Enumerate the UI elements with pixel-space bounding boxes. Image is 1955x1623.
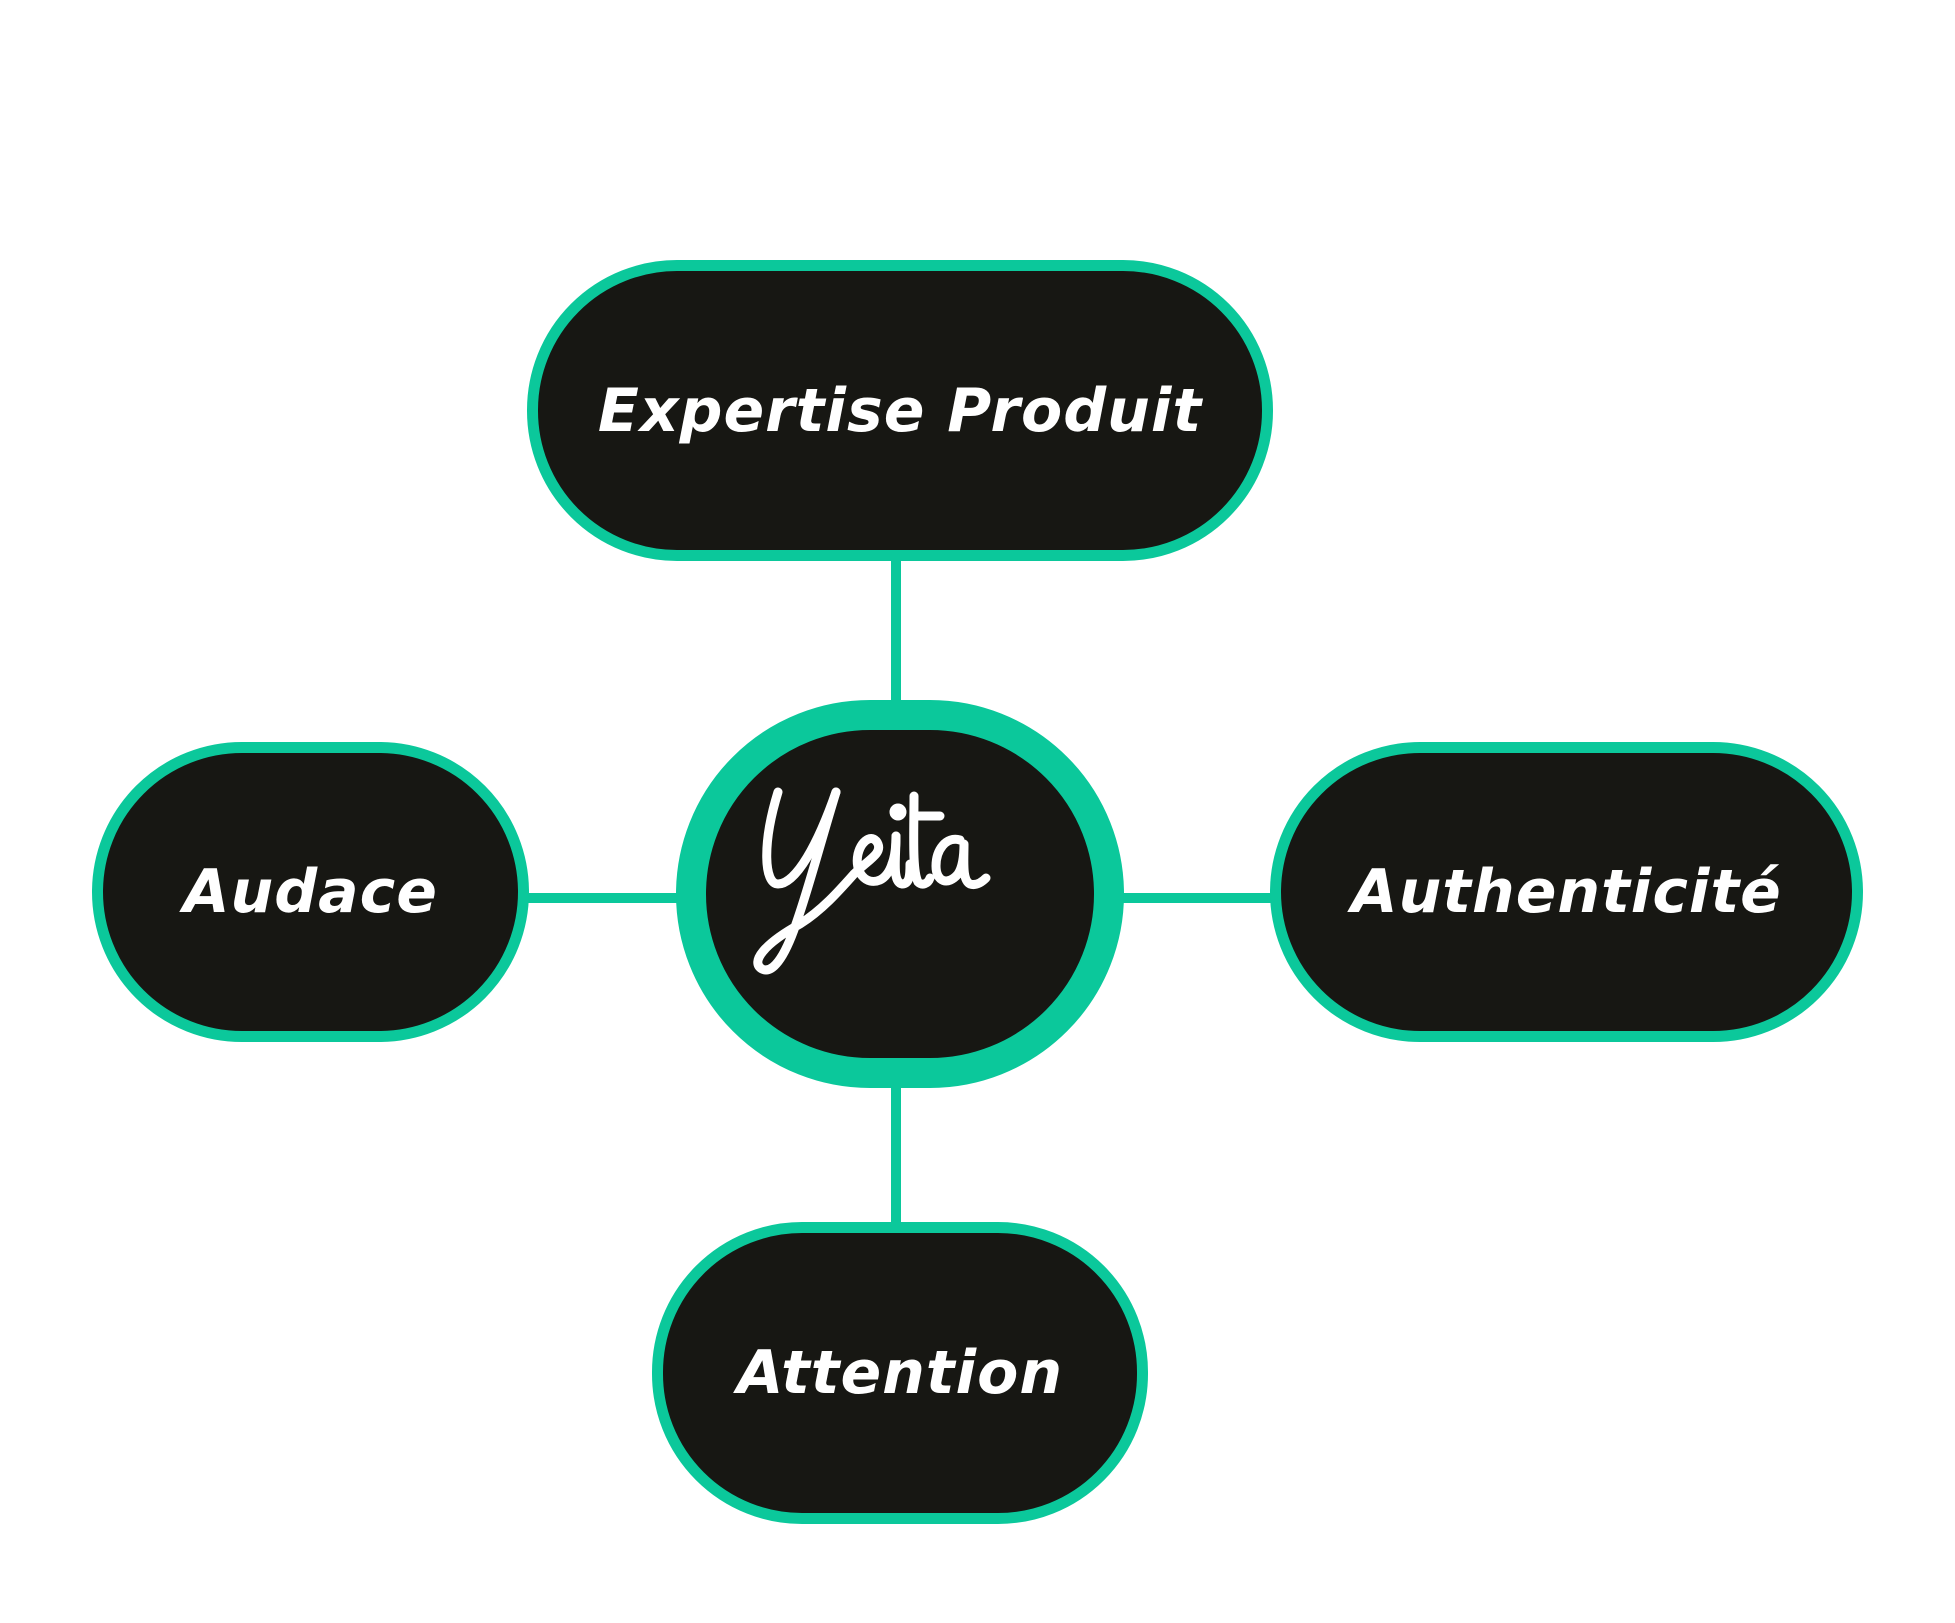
connector-bottom	[891, 1082, 901, 1232]
connector-top	[891, 555, 901, 705]
node-attention: Attention	[652, 1222, 1148, 1524]
node-label: Authenticité	[1351, 857, 1782, 927]
connector-left	[518, 893, 680, 903]
node-expertise-produit: Expertise Produit	[527, 260, 1273, 561]
node-authenticite: Authenticité	[1270, 742, 1863, 1042]
connector-right	[1120, 893, 1282, 903]
node-label: Expertise Produit	[597, 375, 1203, 446]
center-node	[676, 700, 1124, 1088]
yeita-logo	[753, 787, 991, 975]
node-audace: Audace	[92, 742, 529, 1042]
node-label: Audace	[183, 857, 438, 927]
node-label: Attention	[736, 1338, 1064, 1408]
